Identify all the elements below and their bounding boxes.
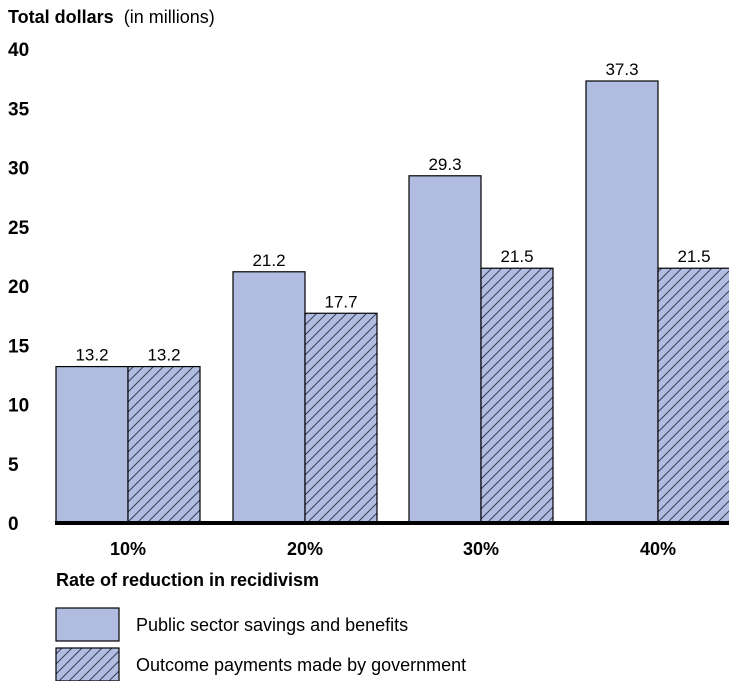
legend-label-public-sector: Public sector savings and benefits — [136, 615, 408, 635]
y-tick-label: 35 — [8, 99, 30, 120]
y-tick-label: 40 — [8, 40, 29, 61]
y-tick-label: 5 — [8, 455, 19, 476]
bar-public-sector-30pct — [408, 175, 482, 524]
legend: Public sector savings and benefits Outco… — [55, 607, 466, 681]
data-label: 21.5 — [500, 247, 533, 266]
bar-public-sector-40pct — [585, 80, 659, 524]
bar-outcome-payments-30pct — [480, 267, 554, 524]
category-label: 40% — [640, 539, 676, 559]
y-tick-label: 0 — [8, 514, 19, 535]
data-label: 13.2 — [147, 346, 180, 365]
data-label: 21.5 — [677, 247, 710, 266]
y-tick-label: 15 — [8, 336, 30, 357]
bar-outcome-payments-10pct — [127, 365, 201, 524]
data-labels-group: 13.2 21.2 29.3 37.3 13.2 17.7 21.5 21.5 — [75, 60, 710, 365]
x-axis-title: Rate of reduction in recidivism — [56, 570, 319, 590]
data-label: 37.3 — [605, 60, 638, 79]
category-label: 10% — [110, 539, 146, 559]
y-axis-title-unit: (in millions) — [124, 7, 215, 27]
legend-label-outcome-payments: Outcome payments made by government — [136, 655, 466, 675]
data-label: 21.2 — [252, 251, 285, 270]
data-label: 13.2 — [75, 346, 108, 365]
data-label: 29.3 — [428, 155, 461, 174]
bar-public-sector-10pct — [55, 365, 129, 524]
category-label: 20% — [287, 539, 323, 559]
legend-swatch-public-sector — [55, 607, 120, 642]
category-labels: 10% 20% 30% 40% — [110, 539, 676, 559]
bars-group — [55, 80, 729, 524]
y-tick-label: 10 — [8, 396, 29, 417]
bar-outcome-payments-20pct — [304, 312, 378, 524]
bar-outcome-payments-40pct — [657, 267, 729, 524]
legend-swatch-outcome-payments — [55, 647, 120, 681]
category-label: 30% — [463, 539, 499, 559]
bar-public-sector-20pct — [232, 271, 306, 524]
y-tick-label: 30 — [8, 159, 29, 180]
y-tick-label: 20 — [8, 277, 29, 298]
data-label: 17.7 — [324, 292, 357, 311]
y-tick-label: 25 — [8, 218, 30, 239]
y-axis-title: Total dollars (in millions) — [8, 7, 215, 27]
y-tick-labels: 0 5 10 15 20 25 30 35 40 — [8, 40, 30, 535]
y-axis-title-bold: Total dollars — [8, 7, 114, 27]
